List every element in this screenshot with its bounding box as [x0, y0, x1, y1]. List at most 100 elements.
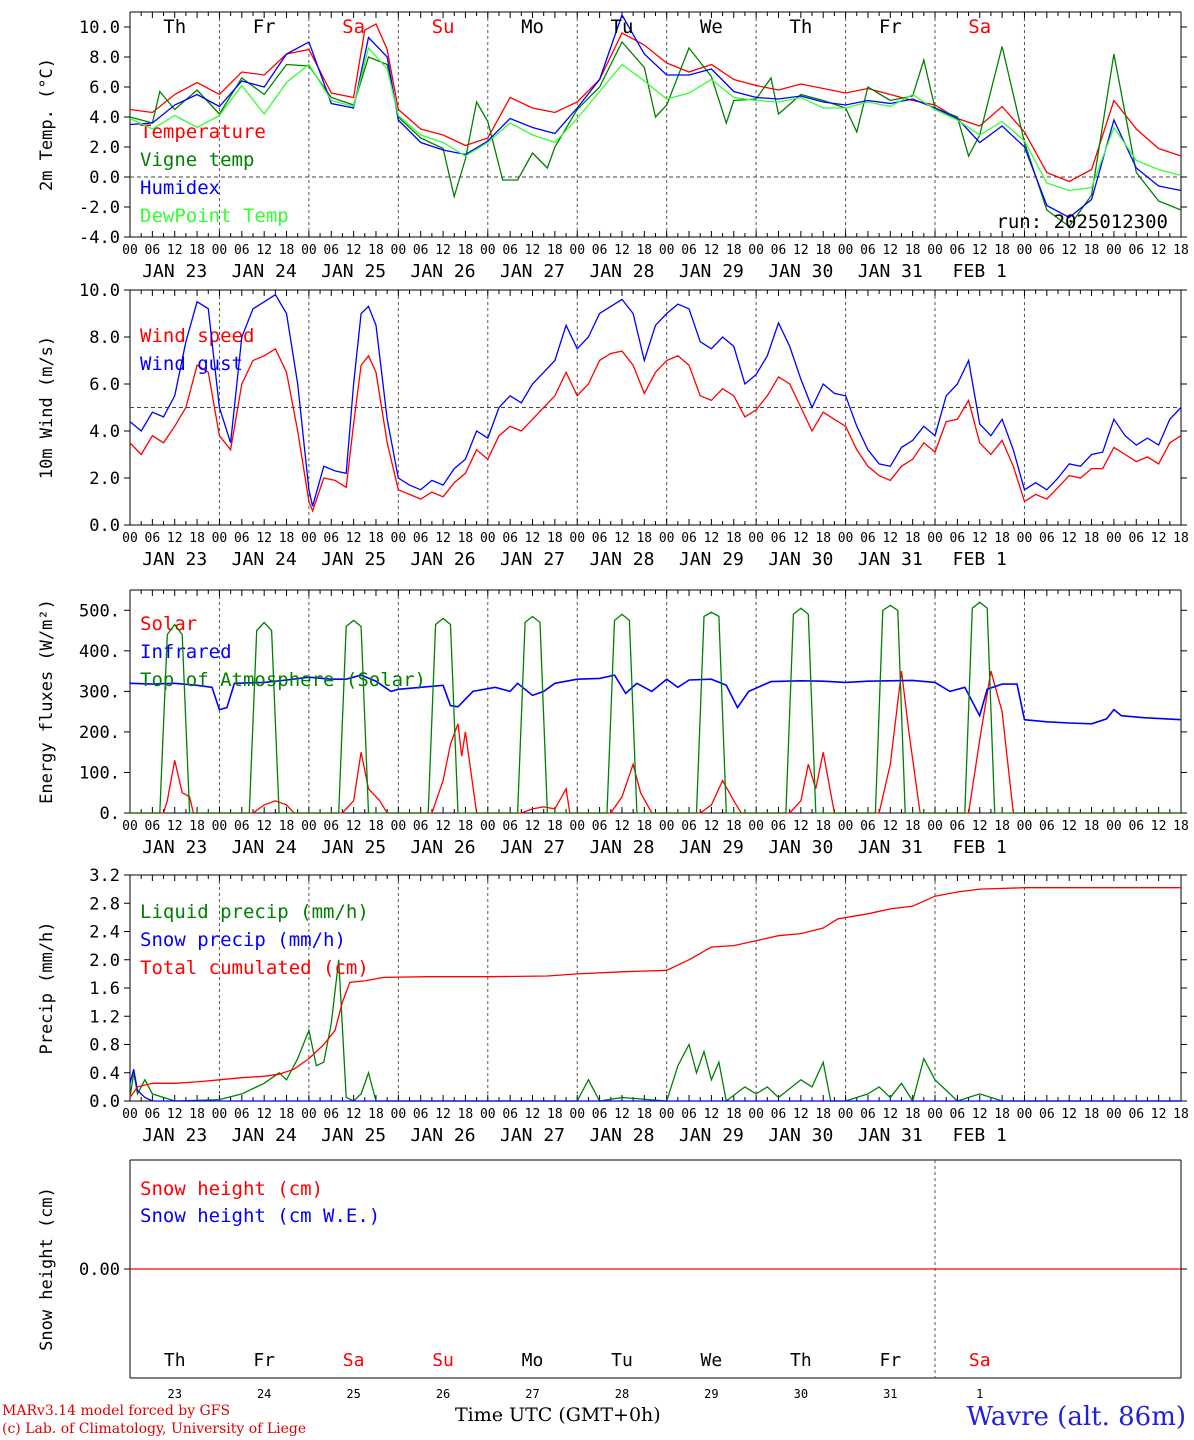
hour-tick-label: 06 [681, 819, 697, 834]
hour-tick-label: 18 [815, 1107, 831, 1122]
hour-tick-label: 06 [1128, 243, 1144, 258]
y-tick-label: 8.0 [89, 328, 120, 348]
hour-tick-label: 12 [1151, 1107, 1167, 1122]
hour-tick-label: 06 [860, 243, 876, 258]
hour-tick-label: 18 [1084, 243, 1100, 258]
hour-tick-label: 12 [972, 531, 988, 546]
hour-tick-label: 00 [1017, 531, 1033, 546]
hour-tick-label: 12 [435, 1107, 451, 1122]
meteogram: 00 06 12 18 00 06 12 18 00 06 12 18 00 06 12 18 00 06 12 18… [37, 11, 1189, 1400]
y-tick-label: 6.0 [89, 78, 120, 98]
hour-tick-label: 00 [122, 1107, 138, 1122]
y-tick-label: 4.0 [89, 108, 120, 128]
hour-tick-label: 06 [323, 819, 339, 834]
hour-tick-label: 00 [838, 819, 854, 834]
hour-tick-label: 00 [1017, 243, 1033, 258]
hour-tick-label: 18 [1084, 819, 1100, 834]
series-line-temperature [129, 23, 1182, 183]
hour-tick-label: 12 [256, 1107, 272, 1122]
day-number-label: 30 [794, 1387, 808, 1400]
hour-tick-label: 06 [860, 1107, 876, 1122]
hour-tick-label: 06 [413, 1107, 429, 1122]
hour-tick-label: 18 [458, 243, 474, 258]
panel-1: 00 06 12 18 00 06 12 18 00 06 12 18 00 06 12 18 00 06 12 18… [37, 11, 1189, 282]
hour-tick-label: 06 [1039, 819, 1055, 834]
hour-tick-label: 12 [256, 819, 272, 834]
day-of-week-label: Fr [879, 16, 902, 38]
hour-tick-label: 06 [950, 1107, 966, 1122]
hour-tick-label: 12 [972, 1107, 988, 1122]
hour-tick-label: 12 [1151, 819, 1167, 834]
y-tick-label: 100. [79, 763, 120, 783]
hour-tick-label: 06 [592, 819, 608, 834]
date-label: JAN 27 [500, 261, 565, 282]
hour-tick-label: 06 [592, 243, 608, 258]
hour-tick-label: 18 [189, 819, 205, 834]
date-label: JAN 23 [142, 1125, 207, 1146]
hour-tick-label: 18 [636, 531, 652, 546]
date-label: JAN 29 [679, 549, 744, 570]
hour-tick-label: 00 [927, 1107, 943, 1122]
hour-tick-label: 00 [391, 531, 407, 546]
hour-tick-label: 00 [391, 243, 407, 258]
hour-tick-label: 18 [458, 531, 474, 546]
date-label: JAN 26 [411, 261, 476, 282]
day-number-label: 29 [704, 1387, 718, 1400]
panel-4: 00 06 12 18 00 06 12 18 00 06 12 18 00 06 12 18 00 06 12 18… [37, 866, 1189, 1146]
legend-entry: Vigne temp [140, 149, 254, 171]
hour-tick-label: 18 [279, 1107, 295, 1122]
legend-entry: Humidex [140, 177, 220, 199]
hour-tick-label: 12 [1151, 243, 1167, 258]
hour-tick-label: 12 [882, 819, 898, 834]
hour-tick-label: 00 [659, 531, 675, 546]
y-axis-title: 10m Wind (m/s) [37, 336, 57, 479]
series-line-infrared [129, 674, 1182, 725]
date-label: JAN 30 [768, 837, 833, 858]
day-number-label: 28 [615, 1387, 629, 1400]
day-of-week-label-bottom: Sa [969, 1350, 991, 1371]
legend-entry: Infrared [140, 641, 232, 663]
y-tick-label: 2.0 [89, 469, 120, 489]
series-line-wind-gust [129, 293, 1182, 507]
hour-tick-label: 06 [145, 1107, 161, 1122]
hour-tick-label: 12 [1151, 531, 1167, 546]
hour-tick-label: 18 [547, 531, 563, 546]
date-label: JAN 27 [500, 549, 565, 570]
series-line-humidex [129, 13, 1182, 219]
run-label: run: 2025012300 [996, 211, 1168, 233]
day-number-label: 31 [883, 1387, 897, 1400]
hour-tick-label: 12 [525, 1107, 541, 1122]
hour-tick-label: 06 [771, 819, 787, 834]
hour-tick-label: 06 [323, 531, 339, 546]
hour-tick-label: 18 [1173, 531, 1189, 546]
hour-tick-label: 00 [301, 819, 317, 834]
hour-tick-label: 06 [145, 243, 161, 258]
hour-tick-label: 18 [547, 243, 563, 258]
y-tick-label: 0. [100, 804, 120, 824]
y-tick-label: 2.0 [89, 951, 120, 971]
hour-tick-label: 12 [525, 819, 541, 834]
hour-tick-label: 00 [748, 1107, 764, 1122]
hour-tick-label: 18 [547, 1107, 563, 1122]
legend-entry: Liquid precip (mm/h) [140, 901, 369, 923]
hour-tick-label: 00 [480, 531, 496, 546]
hour-tick-label: 18 [279, 819, 295, 834]
hour-tick-label: 18 [994, 243, 1010, 258]
hour-tick-label: 18 [726, 243, 742, 258]
hour-tick-label: 18 [994, 819, 1010, 834]
hour-tick-label: 06 [413, 243, 429, 258]
hour-tick-label: 00 [480, 819, 496, 834]
hour-tick-label: 18 [1084, 531, 1100, 546]
day-of-week-label-bottom: Fr [879, 1350, 901, 1371]
hour-tick-label: 12 [435, 531, 451, 546]
hour-tick-label: 12 [704, 1107, 720, 1122]
panel-5: 0.00 Snow height (cm) Snow height (cm) Snow… [37, 1159, 1187, 1379]
hour-tick-label: 18 [994, 1107, 1010, 1122]
y-axis-title: Energy fluxes (W/m²) [37, 599, 57, 804]
legend-entry: Snow height (cm) [140, 1178, 323, 1200]
date-label: JAN 31 [858, 1125, 923, 1146]
hour-tick-label: 00 [480, 243, 496, 258]
day-of-week-label: We [700, 16, 723, 38]
y-tick-label: 6.0 [89, 375, 120, 395]
series-line-dewpoint-temp [129, 46, 1182, 192]
